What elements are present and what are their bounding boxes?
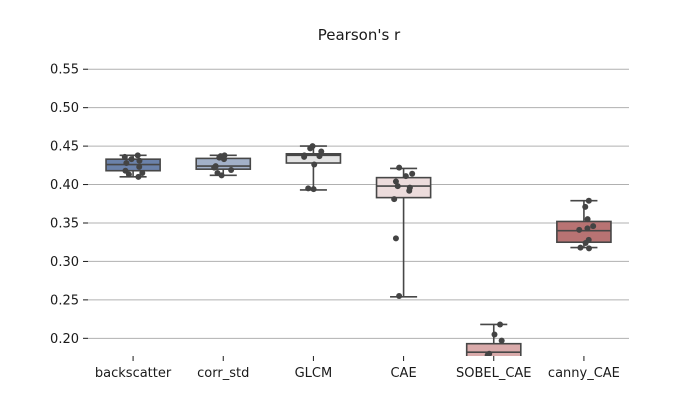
box-group-cae (375, 164, 432, 300)
data-point (310, 186, 317, 193)
x-axis: backscatter corr_std GLCM CAE SOBEL_CAE canny… (95, 356, 620, 381)
data-point (301, 153, 308, 160)
x-tick-label: CAE (390, 366, 416, 381)
data-point (584, 216, 591, 223)
data-point (311, 161, 318, 168)
data-point (135, 173, 142, 180)
box-group-backscatter (105, 152, 161, 180)
data-point (396, 164, 403, 171)
plot-area (105, 143, 612, 356)
y-tick-label: 0.30 (50, 255, 79, 270)
x-tick-label: canny_CAE (548, 366, 620, 381)
data-point (396, 293, 403, 300)
data-point (122, 167, 129, 174)
data-point (221, 156, 228, 163)
data-point (576, 226, 583, 233)
y-tick-label: 0.45 (50, 140, 79, 155)
box-group-corr-std (195, 152, 252, 179)
y-tick-label: 0.50 (50, 101, 79, 116)
data-point (318, 148, 325, 155)
box-iqr (375, 176, 432, 199)
data-point (391, 196, 398, 203)
box-group-sobel-cae (465, 321, 522, 356)
box-iqr (556, 220, 612, 244)
data-point (139, 170, 146, 177)
data-point (134, 152, 141, 159)
y-tick-label: 0.35 (50, 216, 79, 231)
y-tick-label: 0.55 (50, 63, 79, 78)
data-point (406, 187, 413, 194)
y-axis: 0.20 0.25 0.30 0.35 0.40 0.45 0.50 0.55 (50, 63, 88, 347)
data-point (584, 225, 591, 232)
data-point (136, 163, 143, 170)
data-point (394, 183, 401, 190)
data-point (590, 223, 597, 230)
chart-title: Pearson's r (318, 26, 401, 44)
data-point (392, 235, 399, 242)
box-group-canny-cae (556, 197, 612, 252)
data-point (402, 173, 409, 180)
data-point (218, 172, 225, 179)
data-point (228, 166, 235, 173)
data-point (577, 244, 584, 251)
box-group-glcm (285, 143, 342, 193)
data-point (497, 321, 504, 328)
data-point (125, 171, 132, 178)
data-point (585, 245, 592, 252)
y-tick-label: 0.25 (50, 293, 79, 308)
plot-clipped-group (105, 143, 612, 356)
y-tick-label: 0.40 (50, 178, 79, 193)
data-point (491, 331, 498, 338)
data-point (307, 145, 314, 152)
x-tick-label: SOBEL_CAE (456, 366, 532, 381)
data-point (582, 203, 589, 210)
data-point (216, 154, 223, 161)
data-point (484, 352, 491, 356)
data-point (121, 153, 128, 160)
x-tick-label: GLCM (295, 366, 333, 381)
data-point (316, 153, 323, 160)
data-point (585, 197, 592, 204)
y-tick-label: 0.20 (50, 332, 79, 347)
data-point (128, 156, 135, 163)
data-point (498, 337, 505, 344)
x-tick-label: corr_std (197, 366, 249, 381)
data-point (392, 178, 399, 185)
data-point (136, 157, 143, 164)
data-point (211, 164, 218, 171)
grid-layer (88, 68, 629, 339)
x-tick-label: backscatter (95, 366, 172, 381)
data-point (409, 170, 416, 177)
data-point (582, 239, 589, 246)
data-point (305, 185, 312, 192)
data-point (123, 160, 130, 167)
